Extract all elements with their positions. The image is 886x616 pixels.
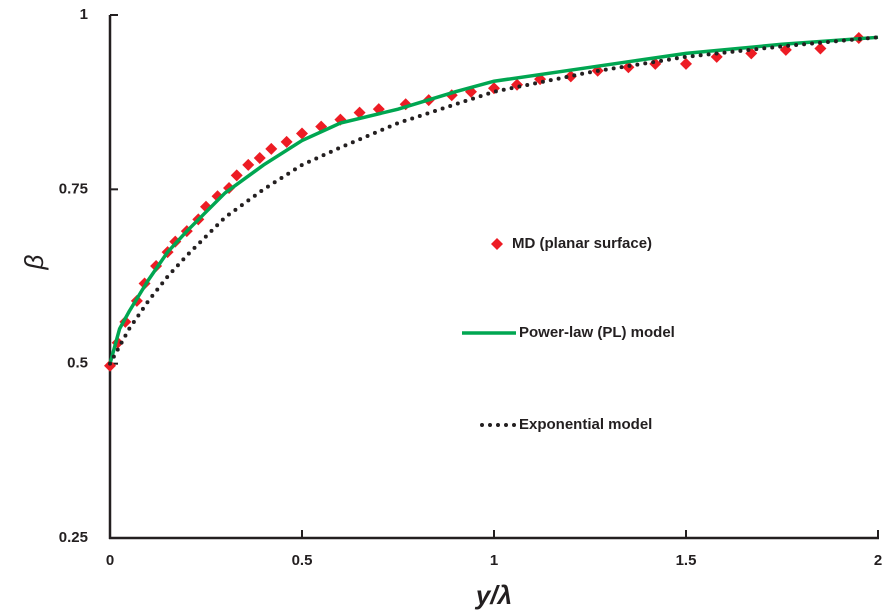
data-point — [104, 359, 116, 372]
data-point — [710, 50, 723, 63]
x-tick-label: 0 — [106, 552, 114, 569]
legend-marker — [491, 238, 503, 250]
y-tick-label: 0.75 — [59, 180, 88, 197]
data-point — [265, 142, 278, 155]
legend-label: Power-law (PL) model — [519, 324, 675, 341]
x-tick-label: 1 — [490, 552, 498, 569]
y-tick-label: 0.5 — [67, 355, 88, 372]
data-point — [280, 135, 293, 148]
data-point — [296, 127, 308, 140]
series-line — [108, 35, 879, 365]
data-point — [230, 169, 243, 182]
x-axis-title: y/λ — [474, 580, 512, 610]
x-tick-label: 2 — [874, 552, 882, 569]
data-point — [680, 57, 692, 70]
legend-label: Exponential model — [519, 416, 652, 433]
y-tick-label: 1 — [80, 6, 88, 23]
y-tick-label: 0.25 — [59, 529, 88, 546]
data-point — [814, 42, 827, 55]
data-point — [564, 70, 577, 83]
y-axis-title: β — [19, 254, 49, 270]
x-tick-label: 1.5 — [676, 552, 697, 569]
data-point — [253, 151, 266, 164]
series-line — [108, 35, 880, 366]
x-tick-label: 0.5 — [292, 552, 313, 569]
data-point — [353, 106, 366, 119]
data-point — [242, 158, 255, 171]
legend-label: MD (planar surface) — [512, 235, 652, 252]
